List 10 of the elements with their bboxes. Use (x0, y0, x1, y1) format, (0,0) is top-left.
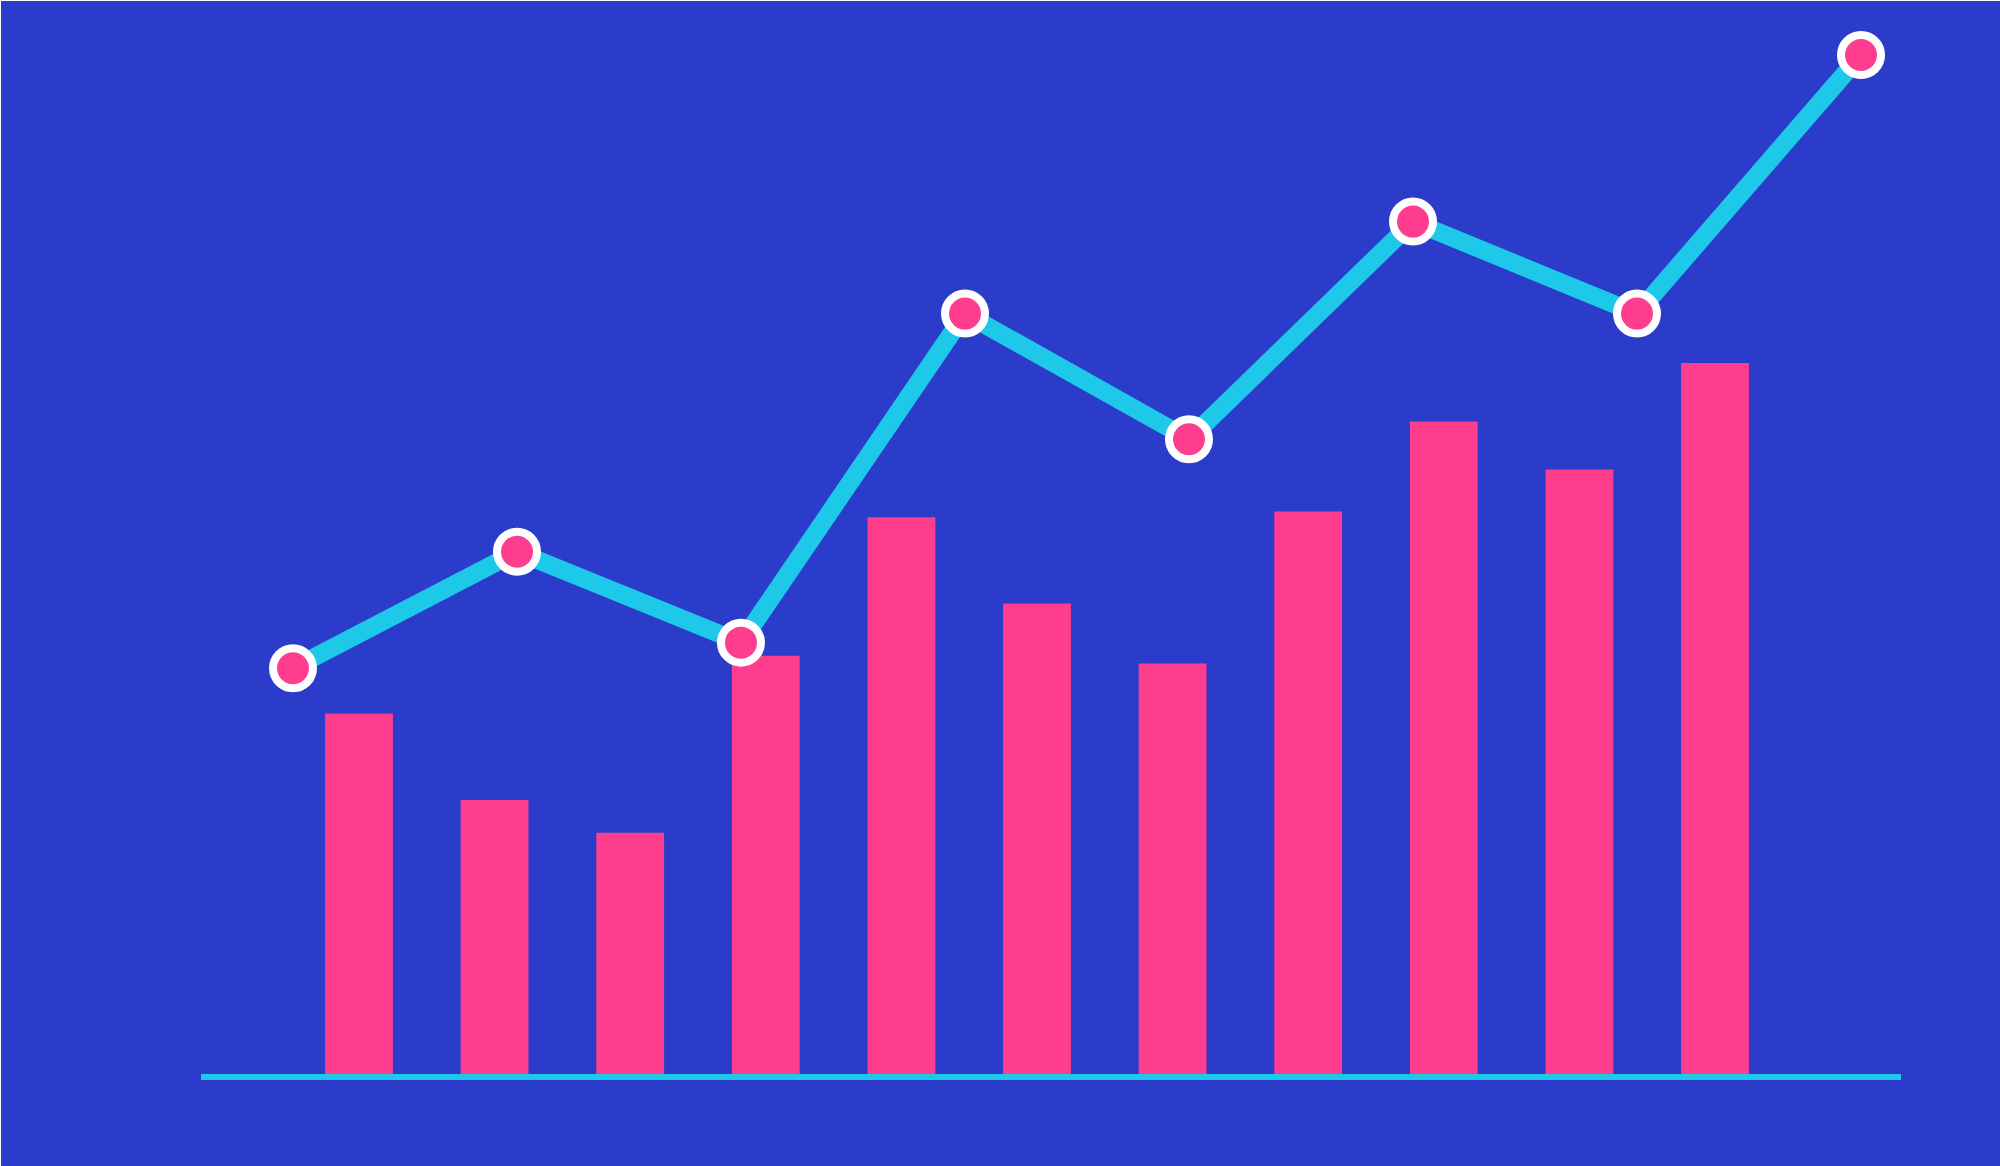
bar (867, 517, 936, 1077)
bar (596, 832, 665, 1077)
bar (1003, 603, 1071, 1077)
bar (1409, 421, 1478, 1077)
bar (325, 713, 393, 1077)
bar (1274, 511, 1343, 1077)
bar (1545, 469, 1614, 1077)
bar (1138, 663, 1207, 1077)
bar (1681, 363, 1749, 1077)
bar (460, 799, 529, 1077)
